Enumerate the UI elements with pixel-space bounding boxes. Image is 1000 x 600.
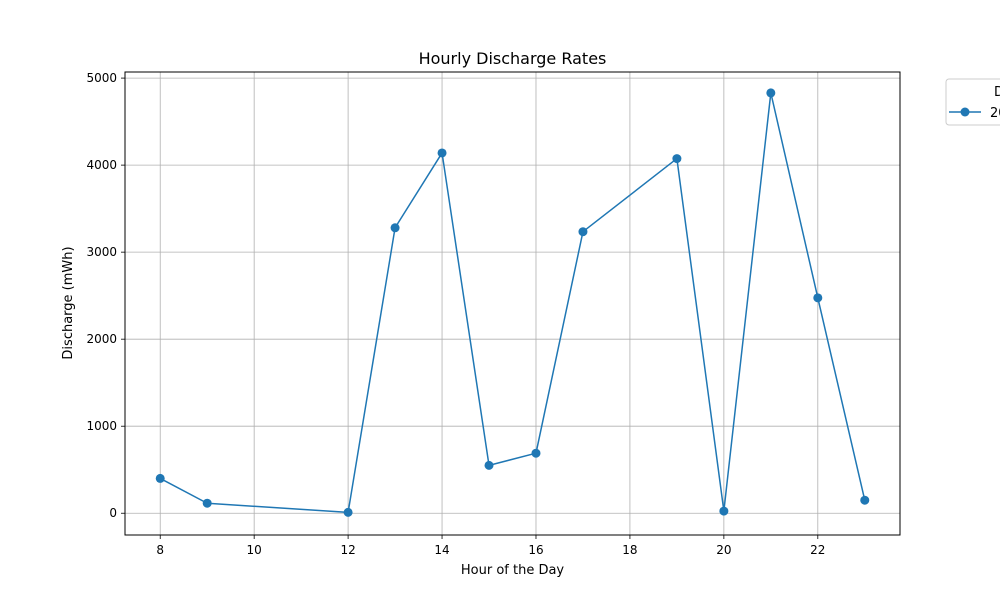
- x-tick-label: 8: [156, 543, 164, 557]
- y-tick-label: 5000: [86, 71, 117, 85]
- x-tick-label: 18: [622, 543, 637, 557]
- data-point: [531, 448, 541, 458]
- legend-title: D: [994, 85, 1000, 100]
- y-tick-label: 3000: [86, 245, 117, 259]
- legend-marker: [960, 107, 970, 117]
- y-tick-label: 4000: [86, 158, 117, 172]
- data-point: [813, 293, 823, 303]
- data-point: [155, 473, 165, 483]
- data-point: [578, 227, 588, 237]
- data-point: [202, 498, 212, 508]
- x-tick-label: 16: [528, 543, 543, 557]
- x-tick-label: 20: [716, 543, 731, 557]
- y-axis-label: Discharge (mWh): [61, 246, 76, 359]
- x-tick-label: 10: [247, 543, 262, 557]
- grid: [125, 72, 900, 535]
- legend: D 20: [945, 78, 1000, 126]
- plot-frame: [124, 71, 901, 536]
- y-tick-label: 1000: [86, 419, 117, 433]
- x-tick-label: 14: [434, 543, 449, 557]
- data-point: [390, 223, 400, 233]
- data-point: [343, 507, 353, 517]
- data-point: [766, 88, 776, 98]
- data-point: [860, 495, 870, 505]
- chart-title: Hourly Discharge Rates: [419, 49, 607, 68]
- x-axis-label: Hour of the Day: [461, 563, 565, 578]
- y-tick-label: 0: [109, 506, 117, 520]
- y-tick-label: 2000: [86, 332, 117, 346]
- axes: 8 10 12 14 16 18 20 22 0 1000 2000 3000 4000 5000: [86, 71, 825, 557]
- x-tick-label: 12: [340, 543, 355, 557]
- series-layer: [155, 88, 870, 517]
- data-point: [484, 460, 494, 470]
- data-point: [719, 506, 729, 516]
- x-tick-label: 22: [810, 543, 825, 557]
- data-point: [437, 148, 447, 158]
- legend-box: [945, 78, 1000, 126]
- legend-entry: 20: [990, 106, 1000, 121]
- data-point: [672, 154, 682, 164]
